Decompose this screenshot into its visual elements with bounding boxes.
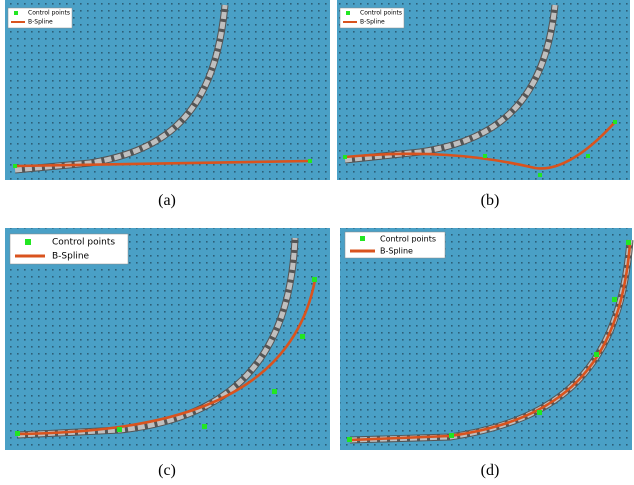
control-point (594, 352, 599, 357)
legend-label: B-Spline (380, 247, 413, 256)
control-point (202, 424, 207, 429)
photo (340, 228, 632, 450)
control-point (612, 297, 617, 302)
legend-marker (14, 11, 18, 15)
b-spline (349, 242, 632, 442)
caption: (a) (158, 192, 176, 209)
control-point (586, 154, 590, 158)
b-spline (17, 279, 317, 436)
control-point (308, 159, 312, 163)
panel-c: Control points B-Spline (c) (5, 228, 330, 479)
legend-label: Control points (360, 10, 402, 17)
photo (337, 0, 630, 180)
legend-label: Control points (52, 238, 115, 248)
legend-marker (25, 239, 31, 245)
control-point (483, 154, 487, 158)
panel-d: Control points B-Spline (d) (340, 228, 634, 479)
control-point (15, 431, 20, 436)
control-point (272, 389, 277, 394)
control-point (537, 410, 542, 415)
control-point (343, 155, 347, 159)
legend-label: B-Spline (52, 252, 90, 262)
control-point (626, 240, 631, 245)
control-point (538, 173, 542, 177)
panel-a: Control points B-Spline (a) (5, 0, 330, 209)
robot (17, 237, 298, 438)
legend-label: B-Spline (28, 19, 53, 26)
legend-label: Control points (28, 10, 70, 17)
control-point (117, 427, 122, 432)
caption: (c) (158, 462, 176, 479)
robot (14, 4, 228, 173)
control-point (613, 120, 617, 124)
control-point (347, 437, 352, 442)
control-point (300, 334, 305, 339)
control-point (449, 433, 454, 438)
caption: (d) (481, 462, 500, 479)
robot (344, 4, 558, 163)
b-spline (14, 159, 311, 168)
panel-b: Control points B-Spline (b) (337, 0, 630, 209)
b-spline (344, 121, 616, 170)
control-point (13, 164, 17, 168)
legend-marker (346, 11, 350, 15)
control-point (312, 277, 317, 282)
photo (5, 0, 330, 180)
legend-label: Control points (380, 235, 436, 244)
legend-label: B-Spline (360, 19, 385, 26)
caption: (b) (481, 192, 500, 209)
legend-marker (360, 236, 365, 241)
